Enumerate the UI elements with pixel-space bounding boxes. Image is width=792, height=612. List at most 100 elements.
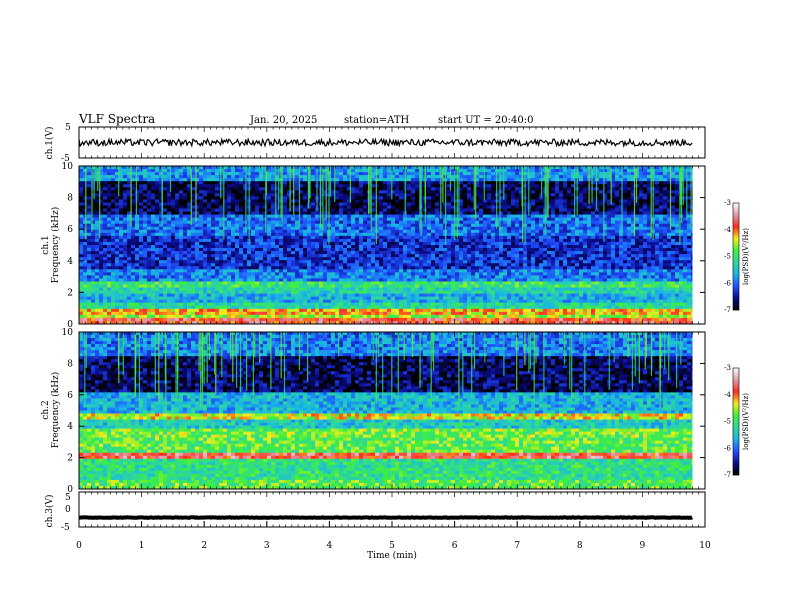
spectrogram-cell [639,254,643,257]
spectrogram-cell [311,172,315,175]
spectrogram-cell [103,239,107,242]
spectrogram-cell [147,178,151,181]
spectrogram-cell [171,257,175,260]
spectrogram-cell [183,230,187,233]
spectrogram-cell [271,257,275,260]
spectrogram-cell [135,260,139,263]
spectrogram-cell [291,224,295,227]
spectrogram-cell [459,196,463,199]
spectrogram-cell [559,209,563,212]
spectrogram-cell [679,248,683,251]
ch1-ytick-top: 5 [65,123,71,133]
spectrogram-cell [139,169,143,172]
spectrogram-cell [211,209,215,212]
spectrogram-cell [91,251,95,254]
spectrogram-cell [359,224,363,227]
spectrogram-cell [79,257,83,260]
spectrogram-cell [515,175,519,178]
spectrogram-cell [643,169,647,172]
spectrogram-cell [391,218,395,221]
spectrogram-cell [339,215,343,218]
spectrogram-cell [267,202,271,205]
spectrogram-cell [187,227,191,230]
spectrogram-cell [659,196,663,199]
spectrogram-cell [355,190,359,193]
spectrogram-cell [139,215,143,218]
spectrogram-cell [303,260,307,263]
spectrogram-cell [139,224,143,227]
spectrogram-cell [127,254,131,257]
spectrogram-cell [387,227,391,230]
spectrogram-cell [107,230,111,233]
spectrogram-cell [175,193,179,196]
spectrogram-cell [611,227,615,230]
spectrogram-cell [231,263,235,266]
spectrogram-cell [231,251,235,254]
spectrogram-cell [95,199,99,202]
spectrogram-cell [143,212,147,215]
spectrogram-cell [367,257,371,260]
spectrogram-cell [199,245,203,248]
spectrogram-cell [407,187,411,190]
spectrogram-cell [519,251,523,254]
spectrogram-cell [375,172,379,175]
spectrogram-cell [179,184,183,187]
spectrogram-cell [239,184,243,187]
spectrogram-cell [579,196,583,199]
spectrogram-cell [387,230,391,233]
spectrogram-cell [339,178,343,181]
spectrogram-cell [383,221,387,224]
spectrogram-cell [471,212,475,215]
spectrogram-cell [171,184,175,187]
spectrogram-cell [339,254,343,257]
spectrogram-cell [335,175,339,178]
spectrogram-cell [351,227,355,230]
spectrogram-cell [419,242,423,245]
spectrogram-cell [207,260,211,263]
spectrogram-cell [607,254,611,257]
spectrogram-cell [387,212,391,215]
spectrogram-cell [227,257,231,260]
spectrogram-cell [175,190,179,193]
spectrogram-cell [203,178,207,181]
spectrogram-cell [331,245,335,248]
spectrogram-cell [447,260,451,263]
spectrogram-cell [119,263,123,266]
spectrogram-cell [327,257,331,260]
spectrogram-cell [335,187,339,190]
spectrogram-cell [283,209,287,212]
spectrogram-cell [239,254,243,257]
spectrogram-cell [227,221,231,224]
spectrogram-cell [171,209,175,212]
spectrogram-cell [115,212,119,215]
spectrogram-cell [143,236,147,239]
spectrogram-cell [275,251,279,254]
spectrogram-cell [87,209,91,212]
spectrogram-cell [111,187,115,190]
spectrogram-cell [167,260,171,263]
spectrogram-cell [675,215,679,218]
spectrogram-cell [663,181,667,184]
spectrogram-cell [231,218,235,221]
spectrogram-cell [459,218,463,221]
spectrogram-cell [675,184,679,187]
spectrogram-cell [139,190,143,193]
spectrogram-cell [619,248,623,251]
spectrogram-cell [87,257,91,260]
spectrogram-cell [235,187,239,190]
spectrogram-cell [287,199,291,202]
spectrogram-cell [619,239,623,242]
spectrogram-cell [535,215,539,218]
spectrogram-cell [607,218,611,221]
spectrogram-cell [151,169,155,172]
spectrogram-cell [459,248,463,251]
spectrogram-cell [203,218,207,221]
spectrogram-cell [255,181,259,184]
spectrogram-cell [103,202,107,205]
spectrogram-cell [271,178,275,181]
spectrogram-cell [255,175,259,178]
spectrogram-cell [171,181,175,184]
spectrogram-cell [131,251,135,254]
spectrogram-cell [399,190,403,193]
spectrogram-cell [79,190,83,193]
